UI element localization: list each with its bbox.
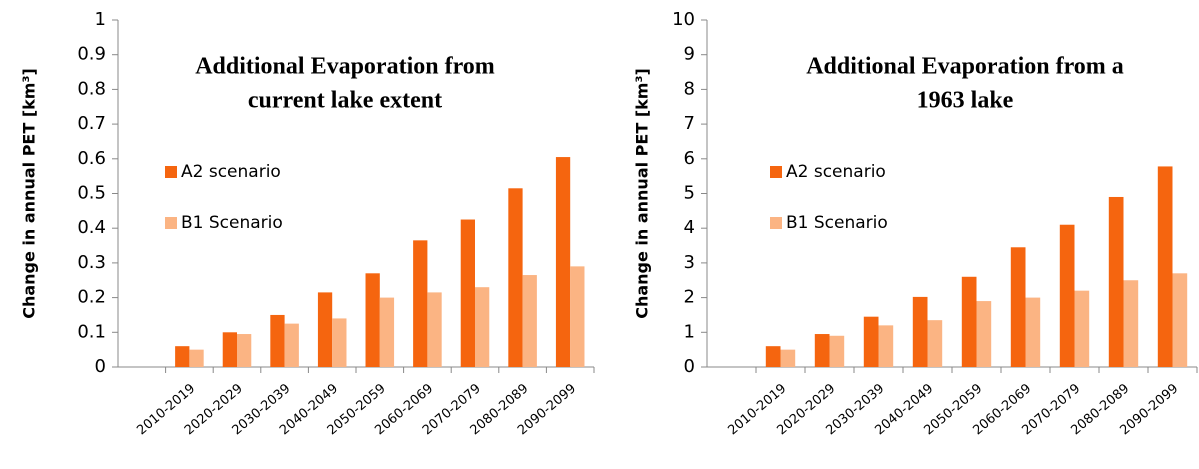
legend-swatch	[770, 166, 782, 178]
bar	[427, 292, 442, 367]
y-tick-label: 0.1	[77, 321, 106, 342]
y-tick-label: 6	[684, 148, 695, 169]
y-tick-label: 4	[684, 217, 695, 238]
bar	[912, 296, 928, 367]
bar	[237, 334, 252, 367]
bar	[365, 273, 380, 367]
y-tick-label: 0.5	[77, 183, 106, 204]
y-tick-label: 0	[684, 356, 695, 377]
bar	[460, 219, 475, 367]
y-tick-label: 0	[95, 356, 106, 377]
bar	[1172, 273, 1188, 367]
bar	[332, 318, 347, 367]
y-tick-label: 7	[684, 113, 695, 134]
y-axis-label: Change in annual PET [km³]	[633, 68, 652, 319]
bar	[475, 287, 490, 367]
y-tick-label: 0.6	[77, 148, 106, 169]
bar	[878, 325, 894, 367]
y-tick-label: 1	[95, 9, 106, 30]
y-tick-label: 0.4	[77, 217, 106, 238]
y-tick-label: 0.3	[77, 252, 106, 273]
chart-title: 1963 lake	[917, 88, 1014, 114]
bar	[1157, 166, 1173, 367]
bar	[780, 349, 796, 367]
bar	[976, 301, 992, 367]
bar	[175, 346, 190, 367]
bar	[570, 266, 585, 367]
bar	[1123, 280, 1139, 367]
legend-label: A2 scenario	[786, 162, 886, 182]
bar	[863, 316, 879, 367]
y-tick-label: 5	[684, 183, 695, 204]
y-tick-label: 3	[684, 252, 695, 273]
y-tick-label: 9	[684, 44, 695, 65]
y-tick-label: 2	[684, 287, 695, 308]
bar	[270, 314, 285, 367]
bar	[413, 240, 428, 367]
chart-title: Additional Evaporation from a	[806, 54, 1124, 80]
y-tick-label: 10	[672, 9, 695, 30]
y-tick-label: 0.2	[77, 287, 106, 308]
y-tick-label: 0.8	[77, 78, 106, 99]
bar	[829, 335, 845, 367]
legend-label: A2 scenario	[181, 162, 281, 182]
y-tick-label: 8	[684, 78, 695, 99]
bar	[1059, 224, 1075, 367]
bar	[1025, 297, 1041, 367]
chart-title: current lake extent	[248, 88, 442, 114]
bar	[555, 157, 571, 367]
bar	[522, 275, 537, 367]
bar	[189, 349, 204, 367]
legend-swatch	[165, 217, 177, 229]
bar	[765, 346, 781, 367]
bar	[284, 323, 299, 367]
bar	[1010, 247, 1026, 367]
bar	[1074, 290, 1090, 367]
y-tick-label: 1	[684, 321, 695, 342]
bar	[317, 292, 333, 367]
legend-label: B1 Scenario	[181, 213, 283, 233]
legend-label: B1 Scenario	[786, 213, 888, 233]
bar	[961, 276, 977, 367]
bar	[508, 188, 523, 367]
bar	[1108, 196, 1124, 367]
legend-swatch	[770, 217, 782, 229]
bar	[222, 332, 237, 367]
legend-swatch	[165, 166, 177, 178]
bar	[379, 297, 395, 367]
y-tick-label: 0.7	[77, 113, 106, 134]
bar	[927, 320, 943, 367]
bar	[814, 334, 830, 367]
y-tick-label: 0.9	[77, 44, 106, 65]
y-axis-label: Change in annual PET [km³]	[20, 68, 39, 319]
chart-title: Additional Evaporation from	[195, 54, 495, 80]
